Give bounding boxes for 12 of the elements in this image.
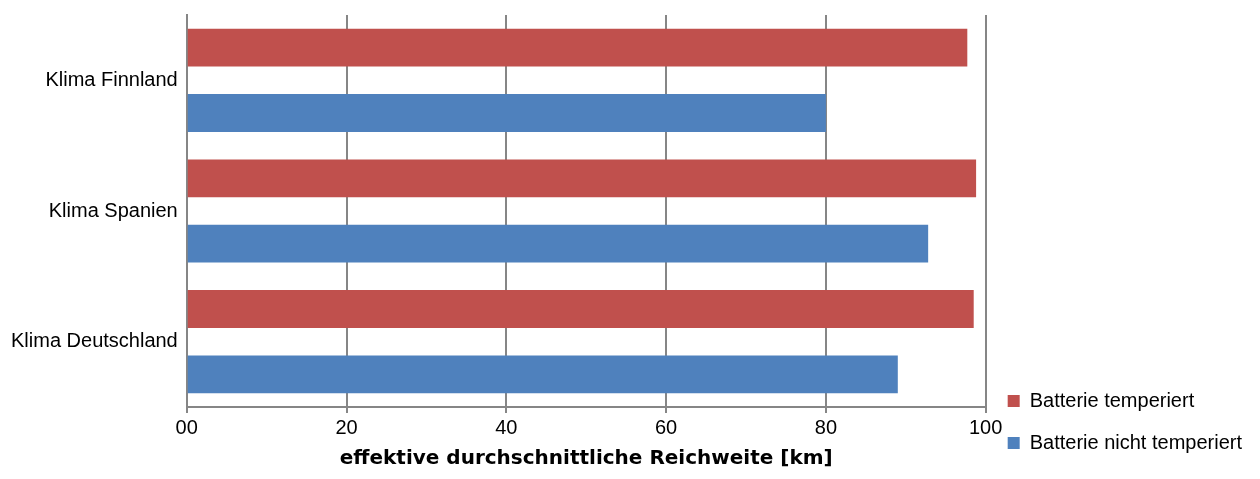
x-tick-label: 20 [335,415,358,438]
x-tick-label: 60 [654,415,678,438]
legend-label: Batterie temperiert [1029,388,1195,411]
x-tick-label: 40 [495,415,518,438]
y-tick-label: Klima Spanien [48,198,178,221]
x-tick-label: 100 [969,415,1003,438]
y-tick-label: Klima Finnland [45,67,178,90]
x-axis-title: effektive durchschnittliche Reichweite [km] [339,445,833,470]
legend-label: Batterie nicht temperiert [1029,430,1243,453]
x-tick-label: 00 [175,415,198,438]
x-tick-label: 80 [814,415,838,438]
y-tick-label: Klima Deutschland [11,329,178,352]
